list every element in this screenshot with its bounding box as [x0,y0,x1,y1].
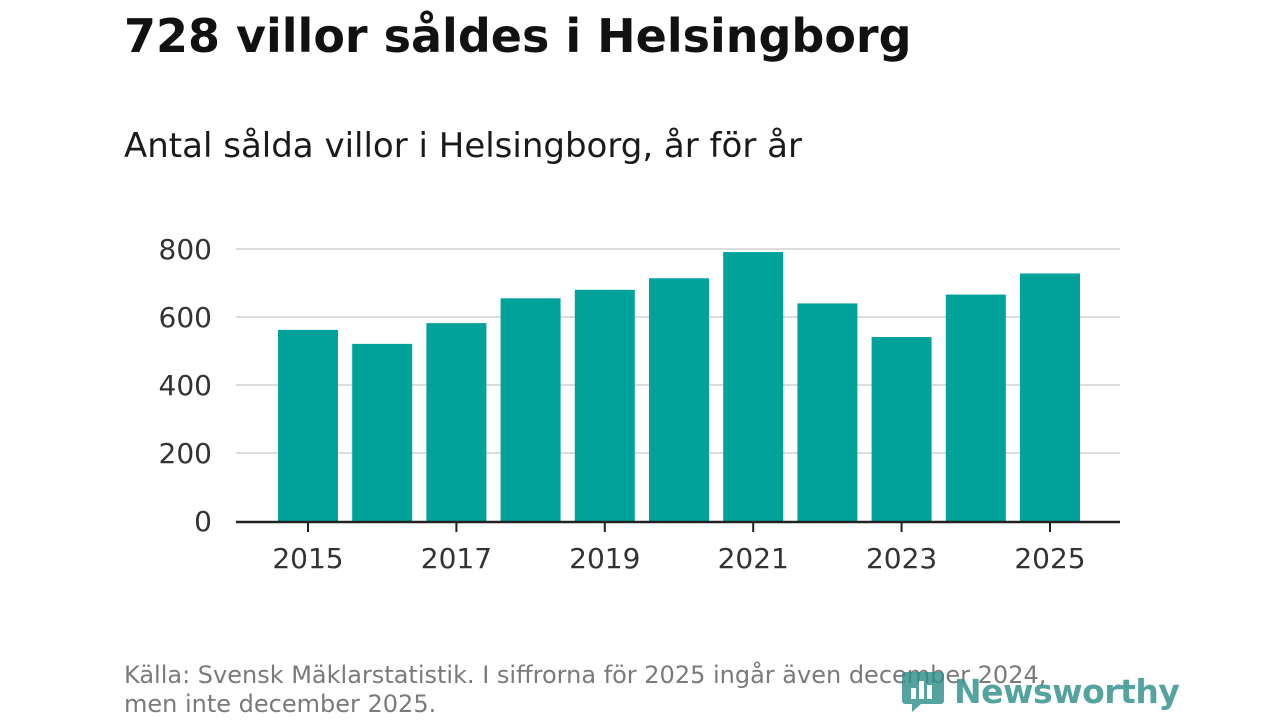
bar-2020 [649,278,709,521]
bars [278,252,1080,521]
bar-2017 [426,323,487,521]
bar-2019 [574,289,635,521]
bar-2015 [278,329,338,521]
x-tick-label: 2015 [272,542,343,575]
x-tick-label: 2021 [718,542,789,575]
y-tick-label: 600 [159,301,212,334]
bar-chart: 0 200 400 600 800 2015 2017 2019 2021 2023 2025 [159,233,1120,575]
page-title: 728 villor såldes i Helsingborg [124,9,912,63]
x-tick-label: 2019 [569,542,640,575]
x-tick-label: 2025 [1014,542,1085,575]
chart-subtitle: Antal sålda villor i Helsingborg, år för… [124,126,802,166]
newsworthy-logo-text: Newsworthy [954,671,1180,711]
y-tick-label: 800 [159,233,212,266]
y-tick-label: 200 [159,437,212,470]
bar-2016 [352,343,413,521]
x-tick-label: 2023 [866,542,937,575]
bar-2022 [797,303,858,521]
newsworthy-logo: Newsworthy [900,668,1180,714]
y-tick-labels: 0 200 400 600 800 [159,233,212,538]
bar-2023 [871,337,932,521]
bar-2024 [945,294,1006,521]
newsworthy-logo-icon [902,672,944,712]
x-tick-label: 2017 [421,542,492,575]
bar-2018 [500,298,561,521]
bar-2021 [723,252,784,521]
y-tick-label: 400 [159,369,212,402]
y-tick-label: 0 [194,505,212,538]
x-tick-labels: 2015 2017 2019 2021 2023 2025 [272,522,1086,575]
bar-2025 [1020,273,1080,521]
source-note: Källa: Svensk Mäklarstatistik. I siffror… [124,661,1047,718]
